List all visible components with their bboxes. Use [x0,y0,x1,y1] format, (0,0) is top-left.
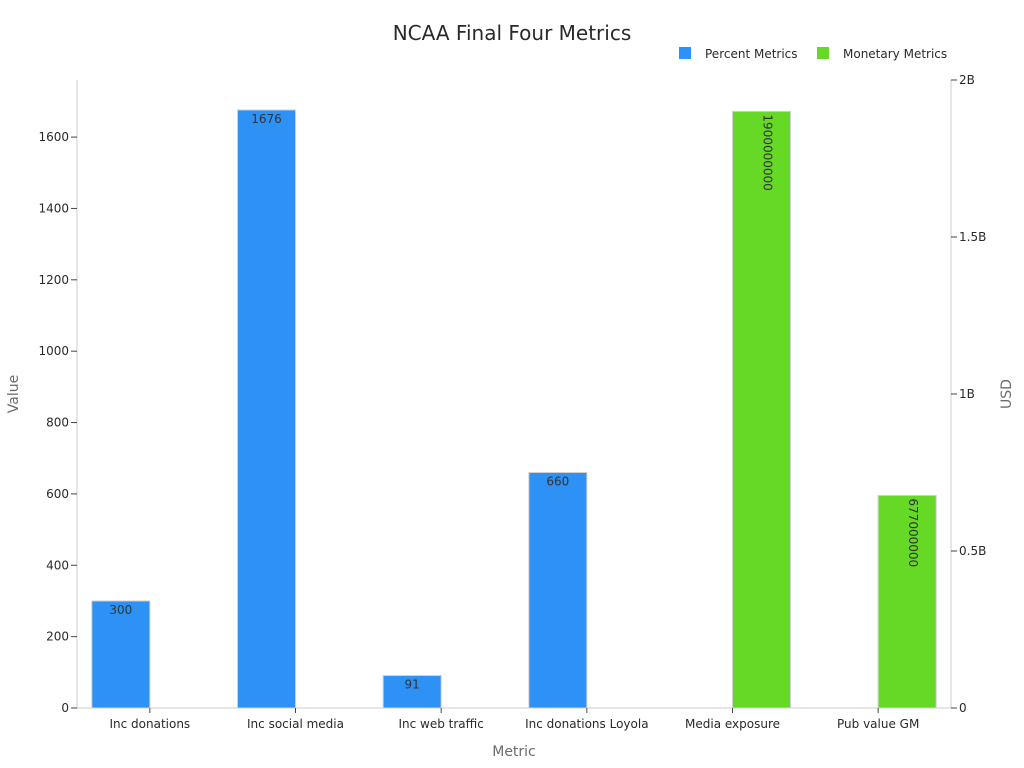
bar-percent [382,675,442,709]
chart-title: NCAA Final Four Metrics [393,21,632,45]
y-axis-left-ticks: 0 200 400 600 800 1000 1200 1400 1600 [38,130,77,715]
bar-monetary [732,110,791,709]
bars: 300 1676 91 660 1900000000 677000000 [91,109,937,709]
y2-tick-label: 1B [959,387,975,401]
data-label: 677000000 [906,498,920,567]
x-tick-label: Inc donations Loyola [525,717,648,731]
data-label: 1676 [251,112,282,126]
y2-tick-label: 2B [959,73,975,87]
data-label: 300 [109,603,132,617]
y-tick-label: 200 [46,630,69,644]
y2-axis-title: USD [999,379,1015,409]
legend-swatch-monetary [817,47,829,59]
y-tick-label: 0 [61,701,69,715]
x-axis-tick-labels: Inc donations Inc social media Inc web tra… [109,708,919,731]
legend: Percent Metrics Monetary Metrics [679,47,947,61]
y-tick-label: 1400 [38,201,69,215]
data-label: 91 [405,678,420,692]
y-tick-label: 400 [46,558,69,572]
y-tick-label: 600 [46,487,69,501]
x-tick-label: Inc web traffic [398,717,483,731]
x-tick-label: Pub value GM [837,717,919,731]
y2-tick-label: 0.5B [959,544,986,558]
bar-percent [91,600,151,709]
bar-monetary [877,494,937,709]
y-axis-right-ticks: 0 0.5B 1B 1.5B 2B [951,73,986,715]
legend-label-monetary: Monetary Metrics [843,47,947,61]
data-label: 660 [546,475,569,489]
data-label: 1900000000 [761,114,775,190]
y-axis-title: Value [6,375,22,413]
bar-percent [237,109,296,709]
y2-tick-label: 1.5B [959,230,986,244]
y-tick-label: 1000 [38,344,69,358]
y-tick-label: 1600 [38,130,69,144]
legend-swatch-percent [679,47,691,59]
y-tick-label: 1200 [38,273,69,287]
y-tick-label: 800 [46,416,69,430]
x-tick-label: Media exposure [685,717,780,731]
y2-tick-label: 0 [959,701,967,715]
x-tick-label: Inc donations [109,717,190,731]
x-tick-label: Inc social media [247,717,344,731]
legend-label-percent: Percent Metrics [705,47,798,61]
bar-percent [528,472,588,709]
x-axis-title: Metric [492,744,536,760]
